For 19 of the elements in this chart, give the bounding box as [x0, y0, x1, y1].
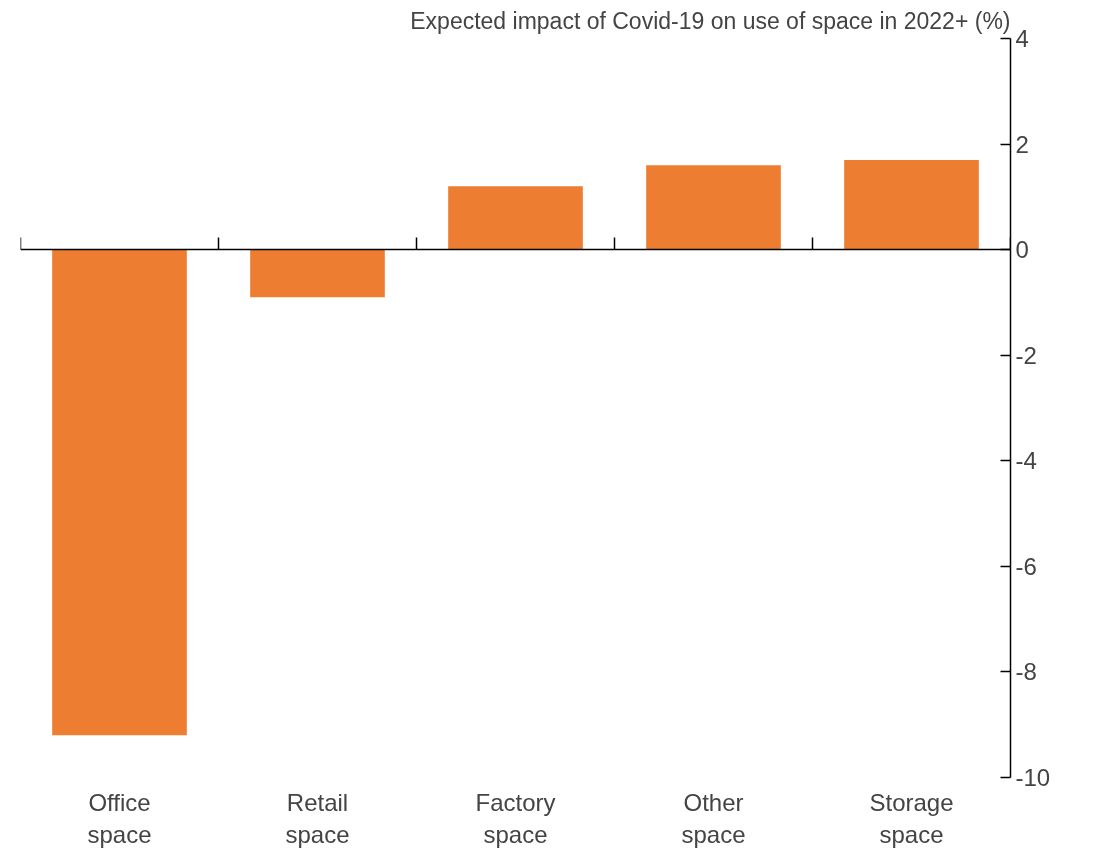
chart-title: Expected impact of Covid-19 on use of space in 2022+ (%) [410, 7, 1011, 34]
y-tick-label: 4 [1015, 25, 1029, 52]
y-tick-label: -4 [1015, 447, 1037, 475]
x-tick-label: Storage space [869, 788, 954, 848]
bar [646, 165, 781, 250]
bar [250, 249, 385, 298]
y-tick-label: -8 [1015, 658, 1037, 686]
x-tick-label: Other space [681, 788, 746, 848]
bar [52, 249, 187, 736]
y-tick-label: -6 [1015, 552, 1037, 580]
y-tick-label: -10 [1015, 764, 1051, 791]
y-tick-label: -2 [1015, 341, 1037, 369]
x-tick-label: Office space [87, 788, 152, 848]
x-tick-label: Factory space [475, 788, 556, 848]
x-tick-label: Retail space [285, 788, 350, 848]
bar [448, 186, 583, 250]
y-tick-label: 2 [1015, 130, 1029, 158]
bar [844, 159, 979, 250]
y-tick-label: 0 [1015, 236, 1029, 264]
